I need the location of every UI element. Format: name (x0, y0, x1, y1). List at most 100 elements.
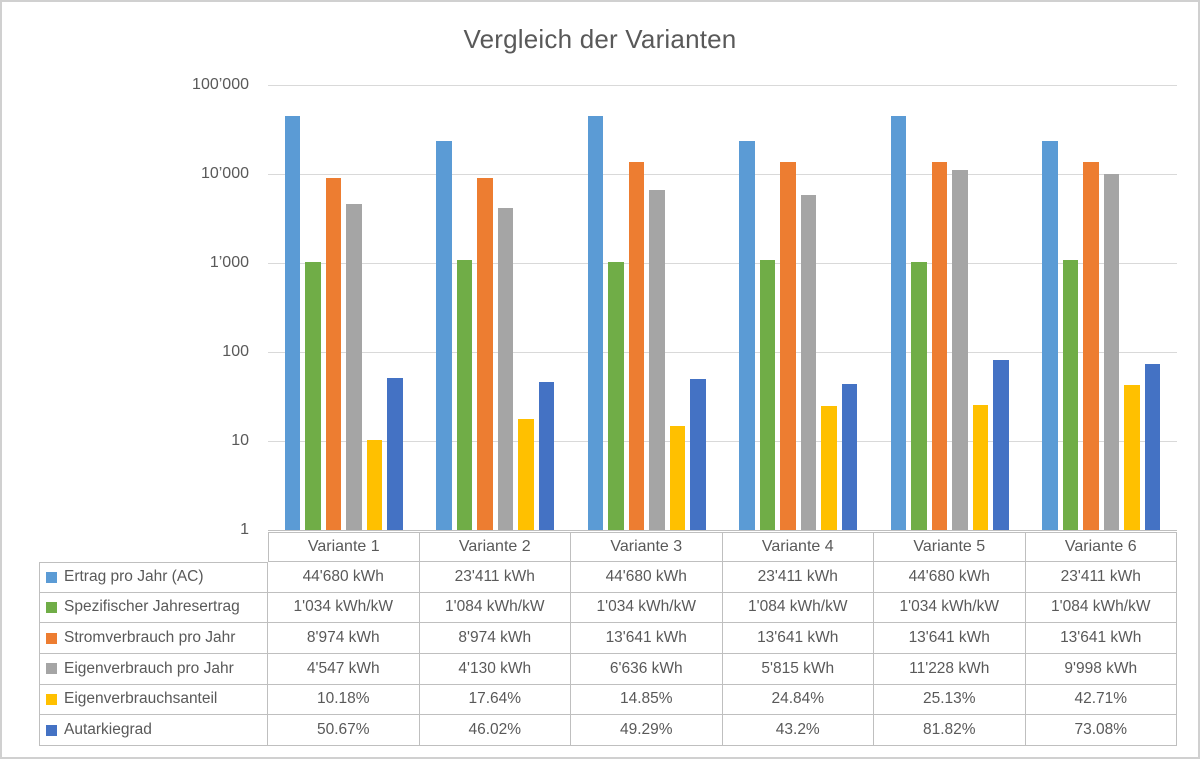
value-cell: 6'636 kWh (571, 653, 723, 685)
y-gridline (268, 352, 1177, 353)
bar-5-2 (518, 419, 534, 530)
value-cell: 44'680 kWh (571, 562, 723, 593)
bar-2-5 (911, 261, 927, 530)
y-gridline (268, 441, 1177, 442)
bar-2-1 (305, 261, 321, 530)
bar-3-3 (628, 161, 645, 530)
y-axis-tick-label: 10’000 (200, 165, 249, 182)
bar-3-6 (1083, 161, 1099, 530)
value-cell: 1'034 kWh/kW (874, 592, 1026, 624)
value-cell: 50.67% (268, 715, 420, 746)
bar-2-4 (759, 259, 776, 530)
value-cell: 14.85% (571, 684, 723, 716)
bar-4-5 (952, 169, 968, 530)
value-cell: 13'641 kWh (1025, 623, 1177, 654)
chart-title: Vergleich der Varianten (463, 24, 737, 54)
value-cell: 23'411 kWh (722, 562, 874, 593)
bar-3-4 (780, 161, 796, 530)
column-header: Variante 2 (419, 532, 571, 562)
value-cell: 17.64% (419, 684, 571, 716)
value-cell: 4'130 kWh (419, 653, 571, 685)
bar-1-2 (436, 141, 452, 530)
bar-6-3 (690, 379, 706, 530)
plot-area (268, 85, 1177, 531)
y-axis-tick-label: 100 (222, 343, 249, 360)
bar-2-2 (456, 259, 473, 530)
column-header: Variante 1 (268, 532, 420, 562)
value-cell: 23'411 kWh (419, 562, 571, 593)
series-label-cell: Autarkiegrad (39, 715, 268, 746)
legend-marker (46, 693, 57, 705)
value-cell: 44'680 kWh (874, 562, 1026, 593)
series-label-cell: Eigenverbrauch pro Jahr (39, 653, 268, 685)
y-gridline (268, 174, 1177, 175)
value-cell: 24.84% (722, 684, 874, 716)
y-axis-tick-label: 1 (240, 521, 249, 538)
bar-4-3 (649, 189, 665, 530)
y-axis-tick-label: 100’000 (192, 76, 249, 93)
bar-3-1 (325, 178, 342, 530)
legend-marker (46, 663, 57, 675)
value-cell: 8'974 kWh (419, 623, 571, 654)
bar-5-1 (366, 440, 383, 530)
value-cell: 23'411 kWh (1025, 562, 1177, 593)
value-cell: 1'084 kWh/kW (722, 592, 874, 624)
y-gridline (268, 263, 1177, 264)
bar-5-3 (669, 425, 686, 530)
value-cell: 4'547 kWh (268, 653, 420, 685)
bar-2-6 (1062, 259, 1079, 530)
legend-marker (46, 571, 57, 583)
bar-4-2 (497, 208, 514, 530)
bar-1-3 (587, 116, 604, 530)
column-header: Variante 5 (874, 532, 1026, 562)
bar-5-6 (1124, 384, 1140, 530)
value-cell: 81.82% (874, 715, 1026, 746)
value-cell: 13'641 kWh (722, 623, 874, 654)
column-header: Variante 6 (1025, 532, 1177, 562)
table-corner-spacer (39, 532, 268, 562)
value-cell: 11'228 kWh (874, 653, 1026, 685)
series-name: Eigenverbrauch pro Jahr (64, 659, 234, 677)
bar-6-1 (387, 378, 403, 530)
value-cell: 13'641 kWh (571, 623, 723, 654)
column-header: Variante 3 (571, 532, 723, 562)
column-header: Variante 4 (722, 532, 874, 562)
value-cell: 1'084 kWh/kW (419, 592, 571, 624)
bar-4-6 (1103, 174, 1120, 530)
series-name: Spezifischer Jahresertrag (64, 598, 240, 616)
value-cell: 46.02% (419, 715, 571, 746)
data-table: Variante 1 Variante 2 Variante 3 Variante 4… (39, 532, 1177, 746)
value-cell: 49.29% (571, 715, 723, 746)
bar-1-6 (1042, 141, 1058, 530)
bar-5-5 (972, 405, 989, 530)
bar-1-5 (890, 116, 907, 530)
value-cell: 1'034 kWh/kW (571, 592, 723, 624)
value-cell: 9'998 kWh (1025, 653, 1177, 685)
bar-4-1 (346, 204, 362, 530)
y-axis-tick-label: 1’000 (209, 254, 249, 271)
bar-4-4 (800, 194, 817, 530)
value-cell: 42.71% (1025, 684, 1177, 716)
value-cell: 10.18% (268, 684, 420, 716)
legend-marker (46, 632, 57, 644)
value-cell: 1'034 kWh/kW (268, 592, 420, 624)
value-cell: 8'974 kWh (268, 623, 420, 654)
value-cell: 44'680 kWh (268, 562, 420, 593)
legend-marker (46, 601, 57, 613)
bar-1-4 (739, 141, 755, 530)
series-name: Ertrag pro Jahr (AC) (64, 568, 204, 586)
bar-2-3 (608, 261, 624, 530)
series-label-cell: Ertrag pro Jahr (AC) (39, 562, 268, 593)
value-cell: 13'641 kWh (874, 623, 1026, 654)
bar-5-4 (821, 405, 837, 530)
value-cell: 1'084 kWh/kW (1025, 592, 1177, 624)
series-label-cell: Stromverbrauch pro Jahr (39, 623, 268, 654)
bar-6-5 (993, 359, 1009, 530)
series-name: Eigenverbrauchsanteil (64, 690, 218, 708)
bar-3-5 (931, 161, 948, 530)
y-axis-tick-label: 10 (231, 432, 249, 449)
value-cell: 5'815 kWh (722, 653, 874, 685)
value-cell: 73.08% (1025, 715, 1177, 746)
bar-3-2 (477, 178, 493, 530)
